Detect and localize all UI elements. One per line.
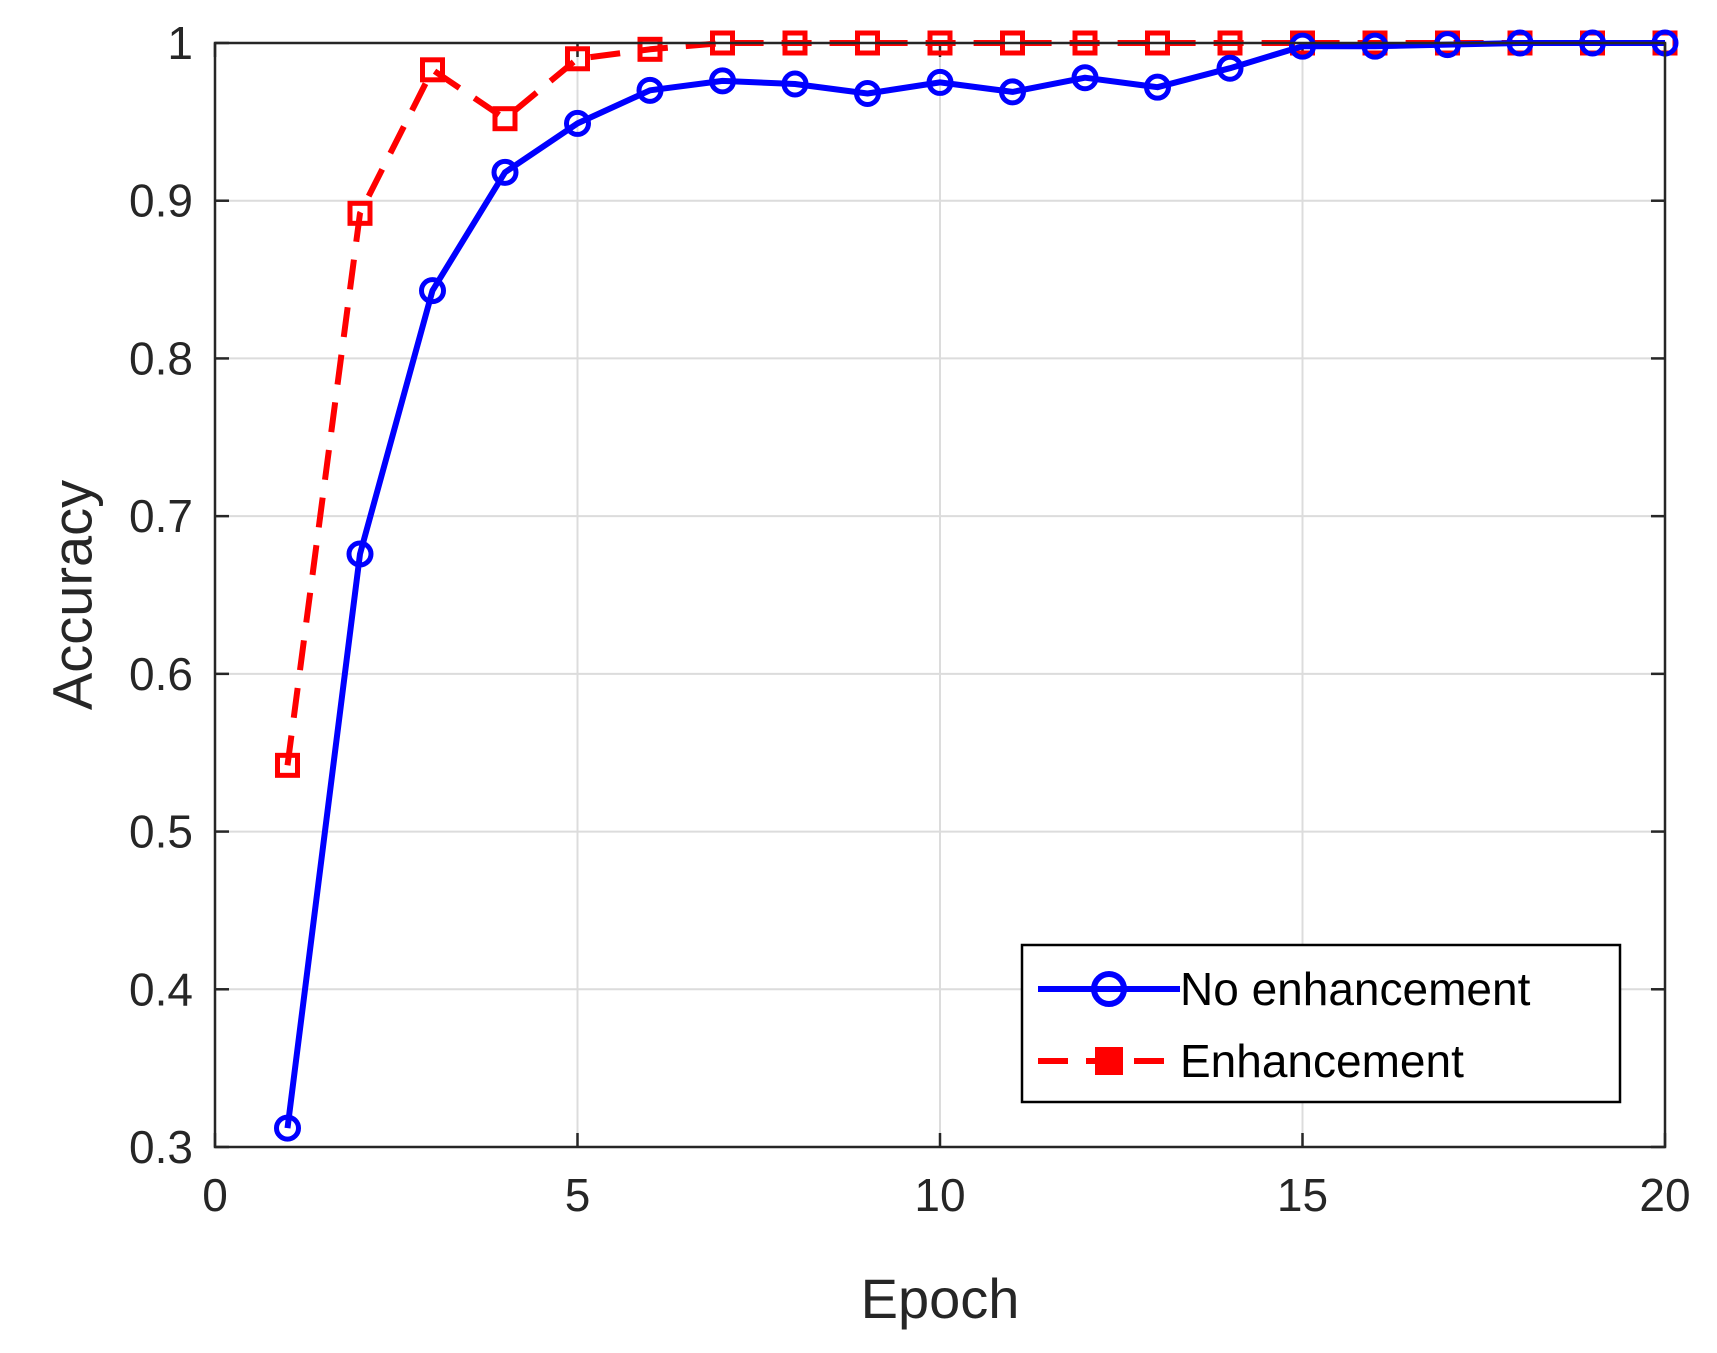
- data-point: [1434, 31, 1461, 59]
- y-axis-label: Accuracy: [41, 480, 104, 710]
- data-point: [1361, 32, 1389, 60]
- data-point: [926, 68, 954, 96]
- legend-label: No enhancement: [1180, 963, 1531, 1015]
- data-point: [709, 67, 736, 95]
- data-point: [419, 277, 446, 305]
- y-tick-label: 0.4: [129, 963, 193, 1015]
- grid-lines: [215, 43, 1665, 1147]
- y-tick-label: 1: [167, 17, 193, 69]
- data-point: [420, 57, 445, 83]
- plot-frame: [213, 41, 1667, 1149]
- y-tick-label: 0.8: [129, 332, 193, 384]
- data-point: [1144, 73, 1171, 101]
- y-tick-label: 0.3: [129, 1121, 193, 1173]
- data-point: [1071, 64, 1099, 92]
- data-point: [637, 36, 663, 62]
- legend-marker: [1095, 1047, 1123, 1075]
- data-point: [636, 76, 664, 104]
- data-point: [564, 109, 591, 137]
- legend-entry: Enhancement: [1038, 1035, 1464, 1087]
- x-tick-label: 15: [1277, 1169, 1328, 1221]
- series-no-enhancement: [274, 29, 1679, 1142]
- x-tick-label: 0: [202, 1169, 228, 1221]
- y-tick-label: 0.5: [129, 806, 193, 858]
- legend-label: Enhancement: [1180, 1035, 1464, 1087]
- y-tick-label: 0.9: [129, 175, 193, 227]
- data-point: [1216, 54, 1244, 82]
- data-point: [274, 1114, 301, 1142]
- data-point: [491, 158, 519, 186]
- x-tick-label: 20: [1639, 1169, 1690, 1221]
- y-tick-label: 0.7: [129, 490, 193, 542]
- data-point: [347, 200, 373, 226]
- legend-entry: No enhancement: [1038, 963, 1531, 1015]
- data-point: [275, 752, 300, 778]
- data-point: [781, 70, 809, 98]
- x-tick-label: 10: [914, 1169, 965, 1221]
- x-tick-label: 5: [565, 1169, 591, 1221]
- data-point: [999, 78, 1026, 106]
- x-axis-label: Epoch: [861, 1267, 1020, 1330]
- legend-marker: [1091, 971, 1127, 1007]
- data-point: [346, 540, 374, 568]
- y-tick-label: 0.6: [129, 648, 193, 700]
- legend-box: [1020, 943, 1622, 1104]
- legend: No enhancement Enhancement: [1020, 943, 1622, 1104]
- data-point: [492, 106, 518, 132]
- data-point: [565, 46, 590, 72]
- data-point: [854, 79, 881, 107]
- tick-labels: 0 5 10 15 20 0.3 0.4 0.5 0.6 0.7 0.8 0.9 1: [129, 17, 1691, 1221]
- data-point: [1289, 32, 1316, 60]
